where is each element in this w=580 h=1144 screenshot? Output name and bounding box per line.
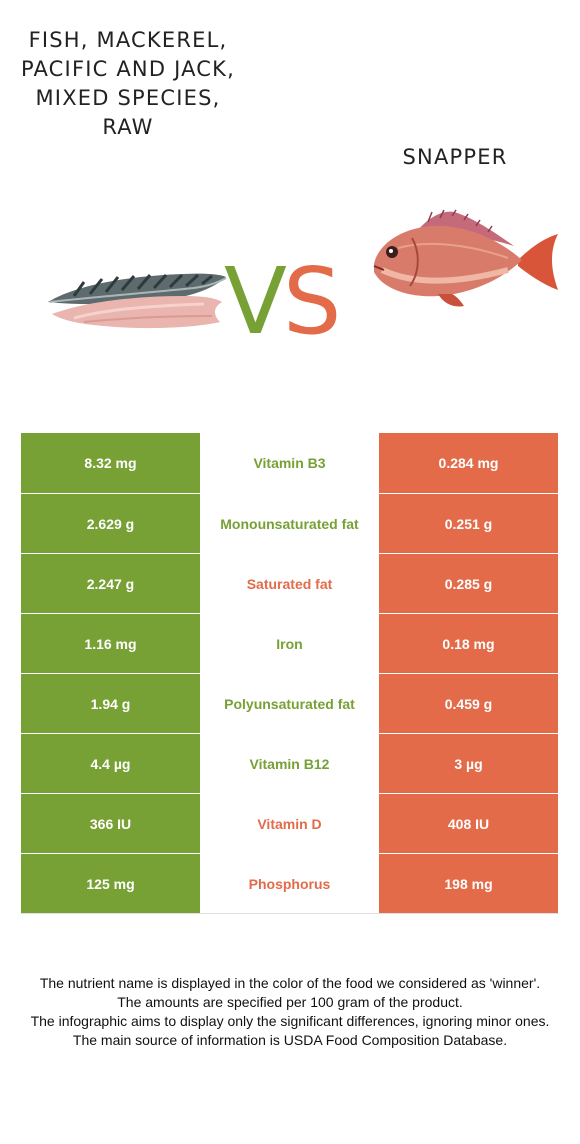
right-value: 3 µg bbox=[379, 734, 558, 793]
left-value: 1.16 mg bbox=[21, 614, 200, 673]
left-value: 2.247 g bbox=[21, 554, 200, 613]
mackerel-fillet-image bbox=[48, 273, 227, 329]
right-value: 0.18 mg bbox=[379, 614, 558, 673]
nutrient-name: Vitamin B3 bbox=[200, 433, 379, 493]
table-row: 4.4 µg Vitamin B12 3 µg bbox=[21, 733, 558, 793]
table-row: 8.32 mg Vitamin B3 0.284 mg bbox=[21, 433, 558, 493]
snapper-fish-image bbox=[373, 209, 558, 307]
left-value: 125 mg bbox=[21, 854, 200, 913]
nutrient-name: Iron bbox=[200, 614, 379, 673]
right-value: 198 mg bbox=[379, 854, 558, 913]
comparison-table: 8.32 mg Vitamin B3 0.284 mg 2.629 g Monounsa… bbox=[21, 433, 558, 914]
nutrient-name: Polyunsaturated fat bbox=[200, 674, 379, 733]
table-row: 2.247 g Saturated fat 0.285 g bbox=[21, 553, 558, 613]
table-row: 125 mg Phosphorus 198 mg bbox=[21, 853, 558, 913]
nutrient-name: Vitamin B12 bbox=[200, 734, 379, 793]
vs-label: VS bbox=[224, 252, 341, 352]
table-row: 366 IU Vitamin D 408 IU bbox=[21, 793, 558, 853]
left-value: 366 IU bbox=[21, 794, 200, 853]
left-value: 2.629 g bbox=[21, 494, 200, 553]
footer-line: The main source of information is USDA F… bbox=[72, 1032, 508, 1048]
nutrient-name: Phosphorus bbox=[200, 854, 379, 913]
food-title-left: FISH, MACKEREL, PACIFIC AND JACK, MIXED … bbox=[20, 28, 236, 139]
table-row: 2.629 g Monounsaturated fat 0.251 g bbox=[21, 493, 558, 553]
left-value: 4.4 µg bbox=[21, 734, 200, 793]
left-value: 8.32 mg bbox=[21, 433, 200, 493]
right-value: 0.459 g bbox=[379, 674, 558, 733]
right-value: 0.285 g bbox=[379, 554, 558, 613]
nutrient-name: Saturated fat bbox=[200, 554, 379, 613]
vs-s-letter: S bbox=[282, 248, 341, 355]
vs-v-letter: V bbox=[224, 248, 287, 355]
nutrient-name: Monounsaturated fat bbox=[200, 494, 379, 553]
nutrient-name: Vitamin D bbox=[200, 794, 379, 853]
right-value: 408 IU bbox=[379, 794, 558, 853]
left-value: 1.94 g bbox=[21, 674, 200, 733]
footer-line: The amounts are specified per 100 gram o… bbox=[117, 994, 463, 1010]
table-row: 1.16 mg Iron 0.18 mg bbox=[21, 613, 558, 673]
footer-line: The nutrient name is displayed in the co… bbox=[39, 975, 541, 991]
right-value: 0.284 mg bbox=[379, 433, 558, 493]
footer-notes: The nutrient name is displayed in the co… bbox=[20, 974, 560, 1050]
table-row: 1.94 g Polyunsaturated fat 0.459 g bbox=[21, 673, 558, 733]
footer-line: The infographic aims to display only the… bbox=[30, 1013, 550, 1029]
right-value: 0.251 g bbox=[379, 494, 558, 553]
food-title-right: SNAPPER bbox=[402, 145, 508, 169]
